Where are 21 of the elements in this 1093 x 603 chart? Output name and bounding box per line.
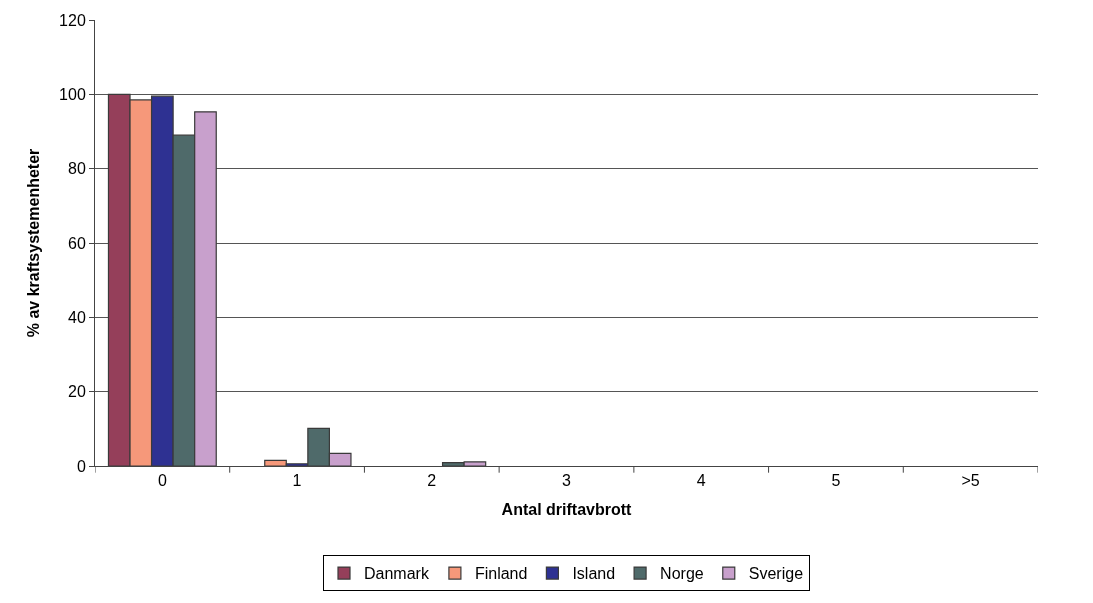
y-tick-label: 60 [68,234,86,252]
legend-label: Finland [474,565,528,583]
y-tick-label: 0 [76,457,86,475]
x-axis-title: Antal driftavbrott [501,500,633,518]
x-tick-label: 5 [831,472,841,490]
legend-label: Norge [660,565,704,583]
y-axis-title: % av kraftsystemenheter [25,148,42,338]
x-tick-label: 2 [427,472,437,490]
x-tick-label: 1 [292,472,302,490]
x-tick-label: 3 [562,472,572,490]
y-tick-label: 40 [68,308,86,326]
legend-label: Island [572,565,616,583]
x-tick-label: 0 [157,472,167,490]
y-tick-label: 80 [68,160,86,178]
x-tick-label: >5 [961,472,980,490]
x-tick-label: 4 [696,472,706,490]
y-tick-label: 20 [68,383,86,401]
y-tick-label: 120 [59,11,86,29]
legend-label: Danmark [364,565,430,583]
legend-label: Sverige [748,565,804,583]
y-tick-label: 100 [59,85,86,103]
